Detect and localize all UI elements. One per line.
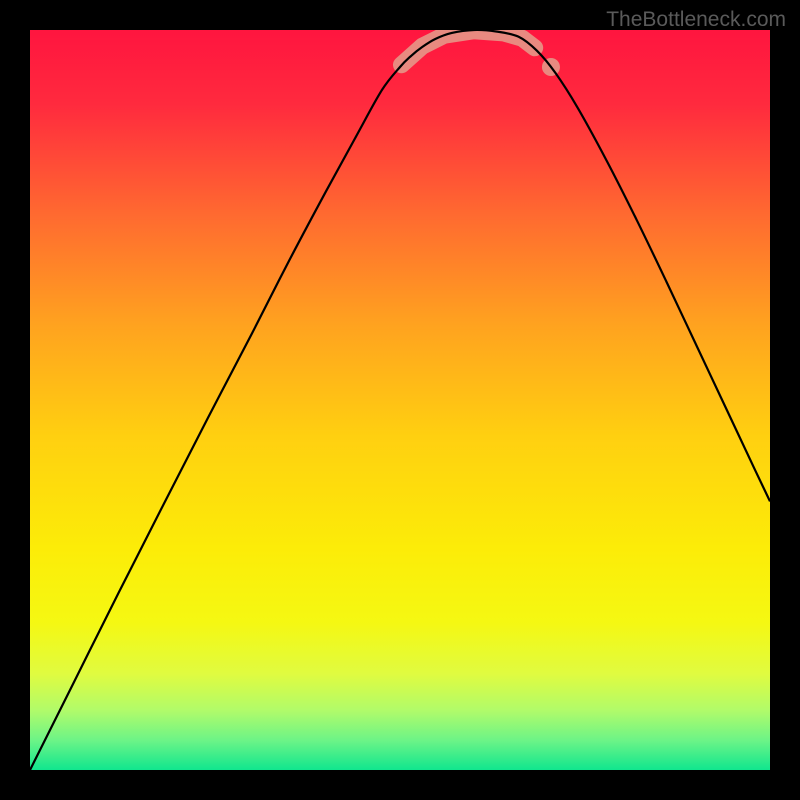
chart-container: TheBottleneck.com <box>0 0 800 800</box>
watermark-text: TheBottleneck.com <box>606 8 786 32</box>
gradient-background <box>30 30 770 770</box>
plot-frame <box>0 0 30 800</box>
plot-frame <box>770 0 800 800</box>
chart-svg <box>0 0 800 800</box>
plot-frame <box>0 770 800 800</box>
